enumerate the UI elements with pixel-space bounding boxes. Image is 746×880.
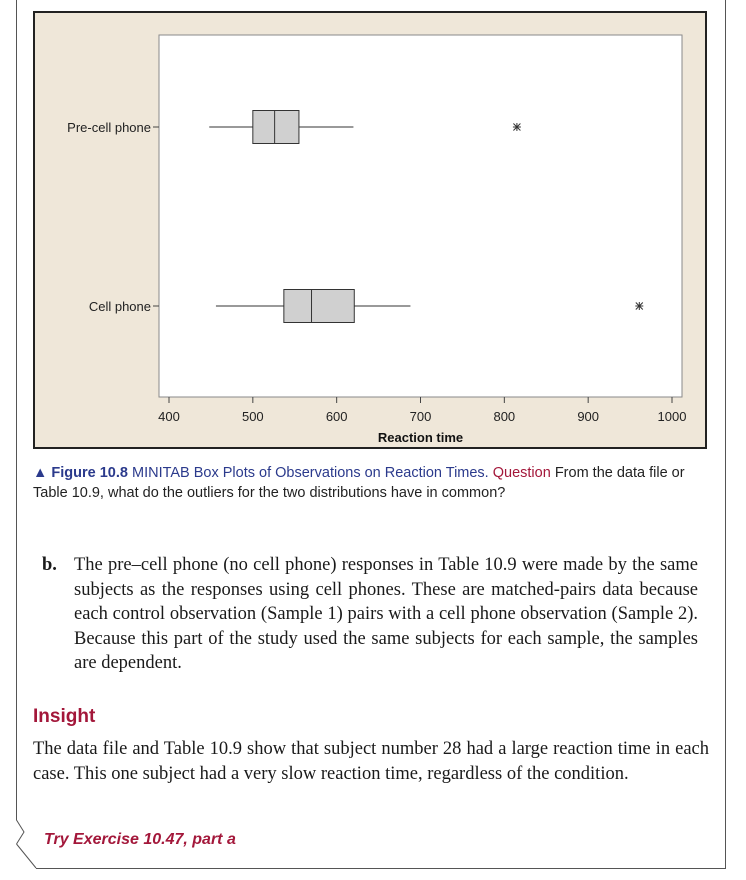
y-tick-label: Cell phone [89,299,151,314]
x-tick-label: 1000 [658,409,687,424]
insight-heading: Insight [33,706,96,727]
x-tick-label: 800 [493,409,515,424]
x-tick-label: 500 [242,409,264,424]
figure-label: Figure 10.8 [51,465,128,481]
y-tick-label: Pre-cell phone [67,120,151,135]
figure-title: MINITAB Box Plots of Observations on Rea… [131,465,489,481]
exercise-notch-icon [16,808,37,869]
box [252,110,300,144]
figure-box: 400 500 600 700 800 900 1000 Reaction time Pre-c… [33,11,707,449]
page-frame-right [725,0,726,868]
insight-text: The data file and Table 10.9 show that s… [33,739,709,784]
x-axis-label: Reaction time [378,430,463,445]
x-tick-label: 400 [158,409,180,424]
part-b-text: The pre–cell phone (no cell phone) respo… [74,555,698,673]
x-tick-label: 900 [577,409,599,424]
figure-caption: ▲ Figure 10.8 MINITAB Box Plots of Obser… [33,463,713,503]
boxplot-chart: 400 500 600 700 800 900 1000 Reaction time Pre-c… [67,34,687,445]
x-tick-label: 700 [410,409,432,424]
box [283,289,355,323]
part-b-marker: b. [42,555,57,575]
question-text: From the data file or Table 10.9, what d… [33,465,685,501]
outlier-marker [512,123,521,131]
outlier-marker [635,302,644,310]
part-b-paragraph: b. The pre–cell phone (no cell phone) re… [42,553,698,676]
plot-area [158,34,683,398]
exercise-link[interactable]: Try Exercise 10.47, part a [44,831,236,848]
x-tick-label: 600 [326,409,348,424]
page-frame-bottom [36,868,726,869]
triangle-icon: ▲ [33,465,48,481]
page-frame-left [16,0,17,808]
question-label: Question [492,465,551,481]
